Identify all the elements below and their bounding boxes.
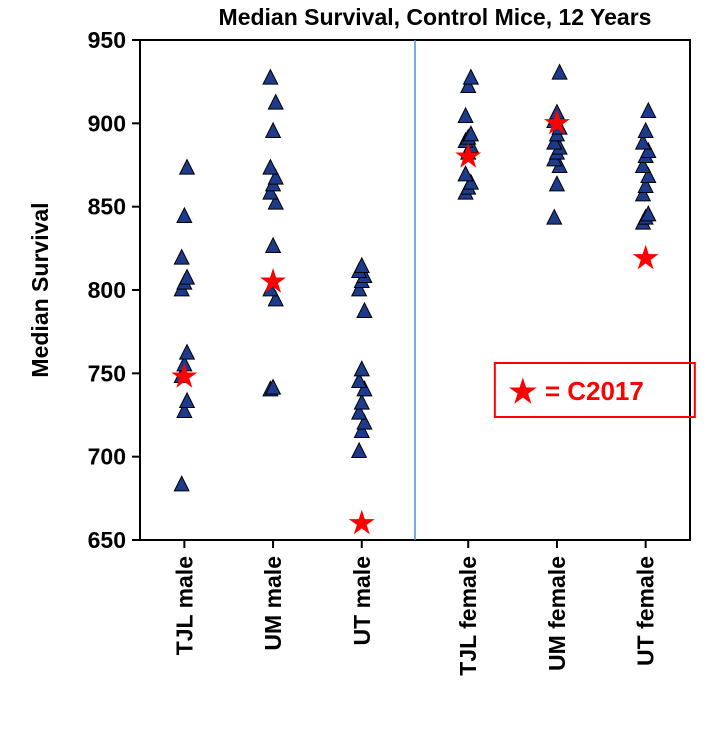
x-tick-label: TJL female bbox=[455, 556, 481, 676]
y-tick-label: 850 bbox=[88, 194, 126, 220]
x-tick-label: TJL male bbox=[171, 556, 197, 655]
y-tick-label: 700 bbox=[88, 444, 126, 470]
x-tick-label: UM male bbox=[260, 556, 286, 651]
chart-title: Median Survival, Control Mice, 12 Years bbox=[219, 4, 652, 30]
x-tick-label: UT female bbox=[633, 556, 659, 666]
y-tick-label: 800 bbox=[88, 277, 126, 303]
strip-chart: Median Survival, Control Mice, 12 Years 6… bbox=[0, 0, 709, 739]
y-axis-label: Median Survival bbox=[27, 202, 53, 377]
chart-container: Median Survival, Control Mice, 12 Years 6… bbox=[0, 0, 709, 739]
legend-text: = C2017 bbox=[545, 376, 644, 406]
y-tick-label: 650 bbox=[88, 527, 126, 553]
y-tick-label: 750 bbox=[88, 360, 126, 386]
x-tick-label: UM female bbox=[544, 556, 570, 671]
y-tick-label: 950 bbox=[88, 27, 126, 53]
x-tick-label: UT male bbox=[349, 556, 375, 645]
y-tick-label: 900 bbox=[88, 110, 126, 136]
